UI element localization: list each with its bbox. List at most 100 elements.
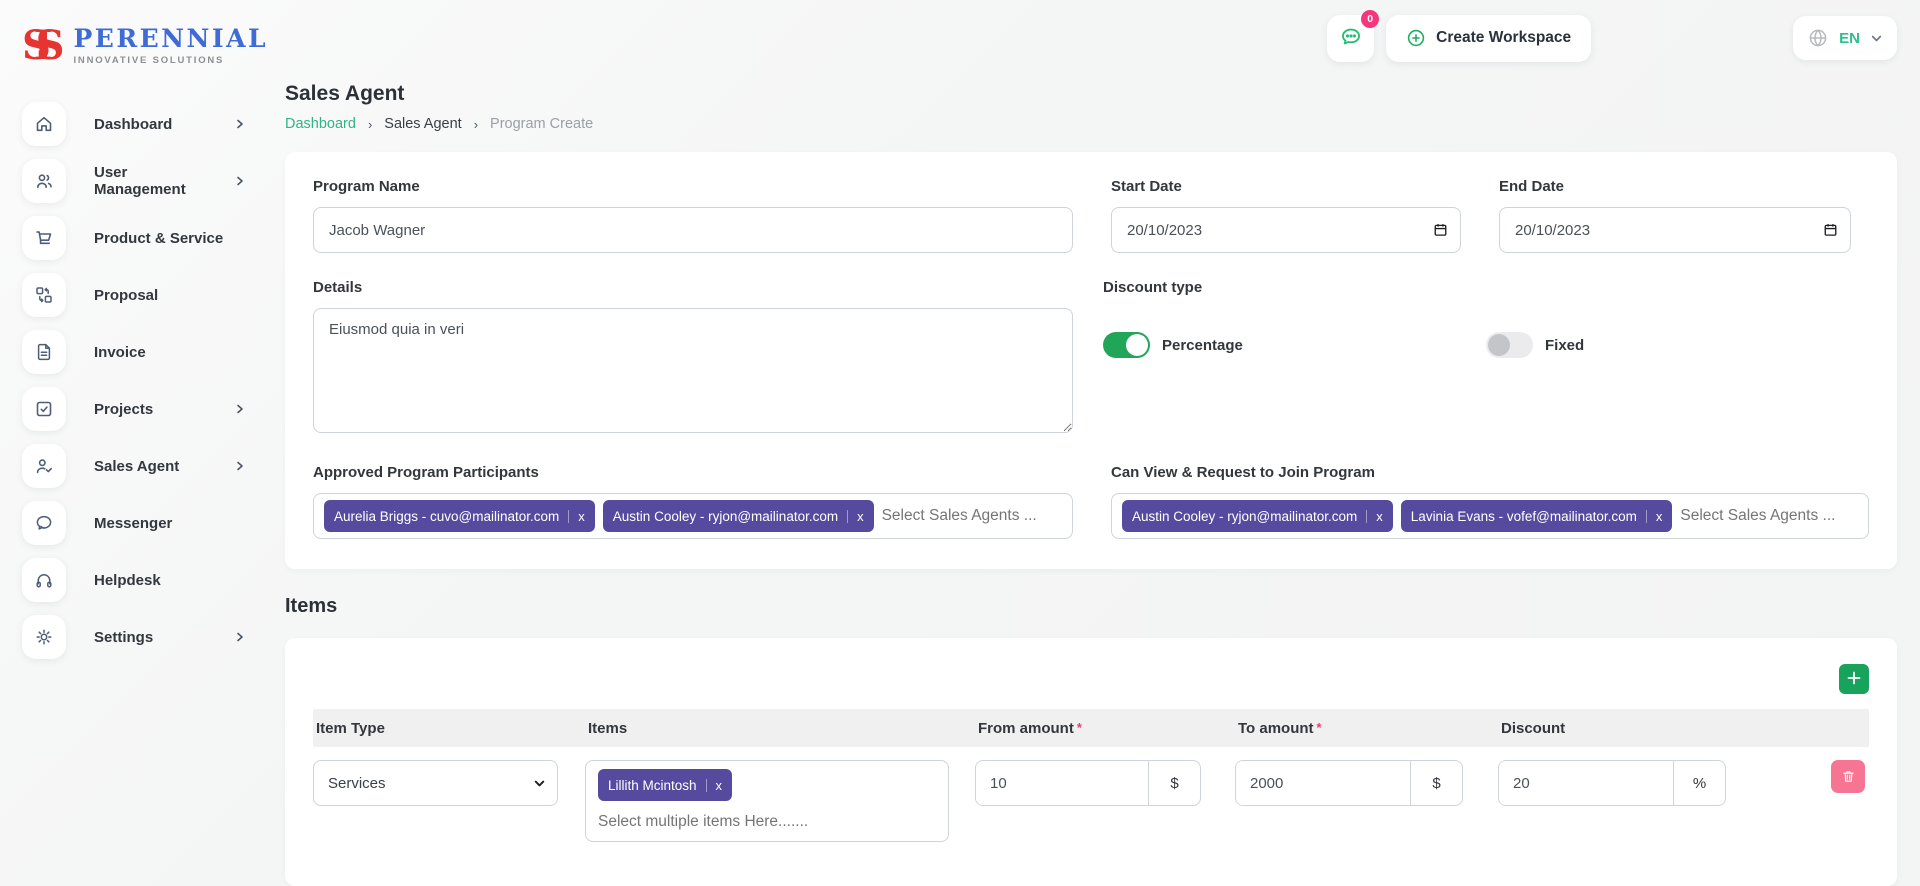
sidebar-item-label: User Management (94, 164, 186, 198)
sidebar-item-messenger[interactable]: Messenger (22, 501, 260, 545)
tag-remove-button[interactable]: x (705, 778, 722, 792)
sidebar-item-sales-agent[interactable]: Sales Agent (22, 444, 260, 488)
program-name-label: Program Name (313, 178, 420, 195)
sidebar-item-projects[interactable]: Projects (22, 387, 260, 431)
chevron-down-icon (1871, 35, 1882, 41)
sidebar-item-label: Proposal (94, 286, 159, 304)
discount-type-options: Percentage Fixed (1103, 332, 1869, 358)
sidebar-item-invoice[interactable]: Invoice (22, 330, 260, 374)
program-name-input[interactable] (313, 207, 1073, 253)
participant-tag: Austin Cooley - ryjon@mailinator.com x (602, 500, 874, 532)
sidebar: SIS PERENNIAL INNOVATIVE SOLUTIONS Dashb… (0, 0, 266, 886)
sidebar-item-helpdesk[interactable]: Helpdesk (22, 558, 260, 602)
fixed-toggle[interactable] (1486, 332, 1533, 358)
breadcrumb-dashboard-link[interactable]: Dashboard (285, 116, 356, 132)
start-date-field: Start Date (1111, 178, 1461, 253)
brand-text: PERENNIAL INNOVATIVE SOLUTIONS (73, 24, 269, 66)
chevron-right-icon (237, 632, 243, 642)
discount-input[interactable] (1499, 761, 1673, 805)
breadcrumb-separator: › (367, 116, 373, 132)
item-row: Services Lillith Mcintosh x (313, 747, 1869, 842)
sidebar-item-user-management[interactable]: User Management (22, 159, 260, 203)
approved-participants-multiselect[interactable]: Aurelia Briggs - cuvo@mailinator.com x A… (313, 493, 1073, 539)
items-card: Item Type Items From amount * To amount * … (285, 638, 1897, 886)
participant-tag: Lavinia Evans - vofef@mailinator.com x (1400, 500, 1673, 532)
to-amount-input[interactable] (1236, 761, 1410, 805)
language-code: EN (1839, 29, 1860, 47)
details-label: Details (313, 279, 363, 296)
main-content: 0 Create Workspace EN Sales Agent Dashbo… (260, 0, 1920, 886)
chevron-right-icon (237, 404, 243, 414)
end-date-field: End Date (1499, 178, 1851, 253)
items-table-header: Item Type Items From amount * To amount * … (313, 709, 1869, 747)
brand-name: PERENNIAL (73, 24, 269, 54)
users-icon (22, 159, 66, 203)
approved-participants-label: Approved Program Participants (313, 464, 539, 481)
sidebar-item-label: Product & Service (94, 229, 224, 247)
item-type-cell: Services (313, 760, 585, 806)
column-header-to-amount: To amount * (1238, 719, 1322, 737)
column-header-from-amount: From amount * (978, 719, 1082, 737)
sidebar-item-label: Messenger (94, 514, 173, 532)
details-textarea[interactable]: Eiusmod quia in veri (313, 308, 1073, 433)
start-date-input[interactable] (1111, 207, 1461, 253)
to-amount-unit: $ (1410, 761, 1462, 805)
sidebar-item-label: Invoice (94, 343, 146, 361)
participant-tag: Austin Cooley - ryjon@mailinator.com x (1122, 500, 1393, 532)
chevron-right-icon (237, 461, 243, 471)
breadcrumb-separator: › (473, 116, 479, 132)
create-workspace-button[interactable]: Create Workspace (1386, 14, 1592, 62)
tag-remove-button[interactable]: x (568, 509, 585, 523)
percentage-toggle[interactable] (1103, 332, 1150, 358)
tag-remove-button[interactable]: x (1645, 509, 1662, 523)
sidebar-nav: Dashboard User Management Product & Serv… (22, 102, 260, 659)
item-tag: Lillith Mcintosh x (598, 769, 733, 801)
items-multiselect[interactable]: Lillith Mcintosh x (585, 760, 949, 842)
items-cell: Lillith Mcintosh x (585, 760, 975, 842)
from-amount-input[interactable] (976, 761, 1148, 805)
brand-logo[interactable]: SIS PERENNIAL INNOVATIVE SOLUTIONS (22, 16, 266, 76)
add-item-button[interactable] (1839, 664, 1869, 694)
language-selector[interactable]: EN (1793, 16, 1897, 60)
chat-bubble-icon (1341, 28, 1360, 45)
start-date-label: Start Date (1111, 178, 1182, 195)
sidebar-item-proposal[interactable]: Proposal (22, 273, 260, 317)
approved-participants-field: Approved Program Participants Aurelia Br… (313, 464, 1073, 539)
approved-participants-input[interactable] (881, 507, 1062, 525)
sidebar-item-label: Settings (94, 628, 154, 646)
sidebar-item-settings[interactable]: Settings (22, 615, 260, 659)
tag-label: Lillith Mcintosh (608, 777, 697, 793)
can-view-request-label: Can View & Request to Join Program (1111, 464, 1375, 481)
sidebar-item-label: Projects (94, 400, 154, 418)
sidebar-item-product-service[interactable]: Product & Service (22, 216, 260, 260)
chat-button[interactable]: 0 (1327, 9, 1380, 62)
tag-remove-button[interactable]: x (1366, 509, 1383, 523)
tag-label: Austin Cooley - ryjon@mailinator.com (612, 508, 839, 524)
column-header-items: Items (588, 719, 628, 737)
messenger-icon (22, 501, 66, 545)
tag-remove-button[interactable]: x (847, 509, 864, 523)
end-date-input[interactable] (1499, 207, 1851, 253)
row-actions-cell (1823, 760, 1869, 793)
toggle-knob (1488, 334, 1510, 356)
create-workspace-label: Create Workspace (1436, 29, 1572, 46)
fixed-toggle-group[interactable]: Fixed (1486, 332, 1869, 358)
sidebar-item-dashboard[interactable]: Dashboard (22, 102, 260, 146)
item-type-select[interactable]: Services (313, 760, 558, 806)
breadcrumb: Dashboard › Sales Agent › Program Create (285, 116, 1897, 132)
percentage-toggle-group[interactable]: Percentage (1103, 332, 1486, 358)
sidebar-item-label: Dashboard (94, 115, 173, 133)
column-header-item-type: Item Type (316, 719, 385, 737)
items-section-title: Items (285, 595, 338, 617)
plus-circle-icon (1407, 29, 1425, 47)
items-select-input[interactable] (598, 813, 936, 831)
can-view-request-multiselect[interactable]: Austin Cooley - ryjon@mailinator.com x L… (1111, 493, 1869, 539)
projects-icon (22, 387, 66, 431)
program-form-card: Program Name Start Date End Date (285, 152, 1897, 569)
from-amount-cell: $ (975, 760, 1235, 806)
brand-tagline: INNOVATIVE SOLUTIONS (73, 54, 225, 66)
delete-row-button[interactable] (1831, 760, 1865, 793)
discount-type-field: Discount type Percentage Fixed (1103, 279, 1869, 438)
can-view-request-input[interactable] (1680, 507, 1858, 525)
sidebar-item-label: Helpdesk (94, 571, 161, 589)
